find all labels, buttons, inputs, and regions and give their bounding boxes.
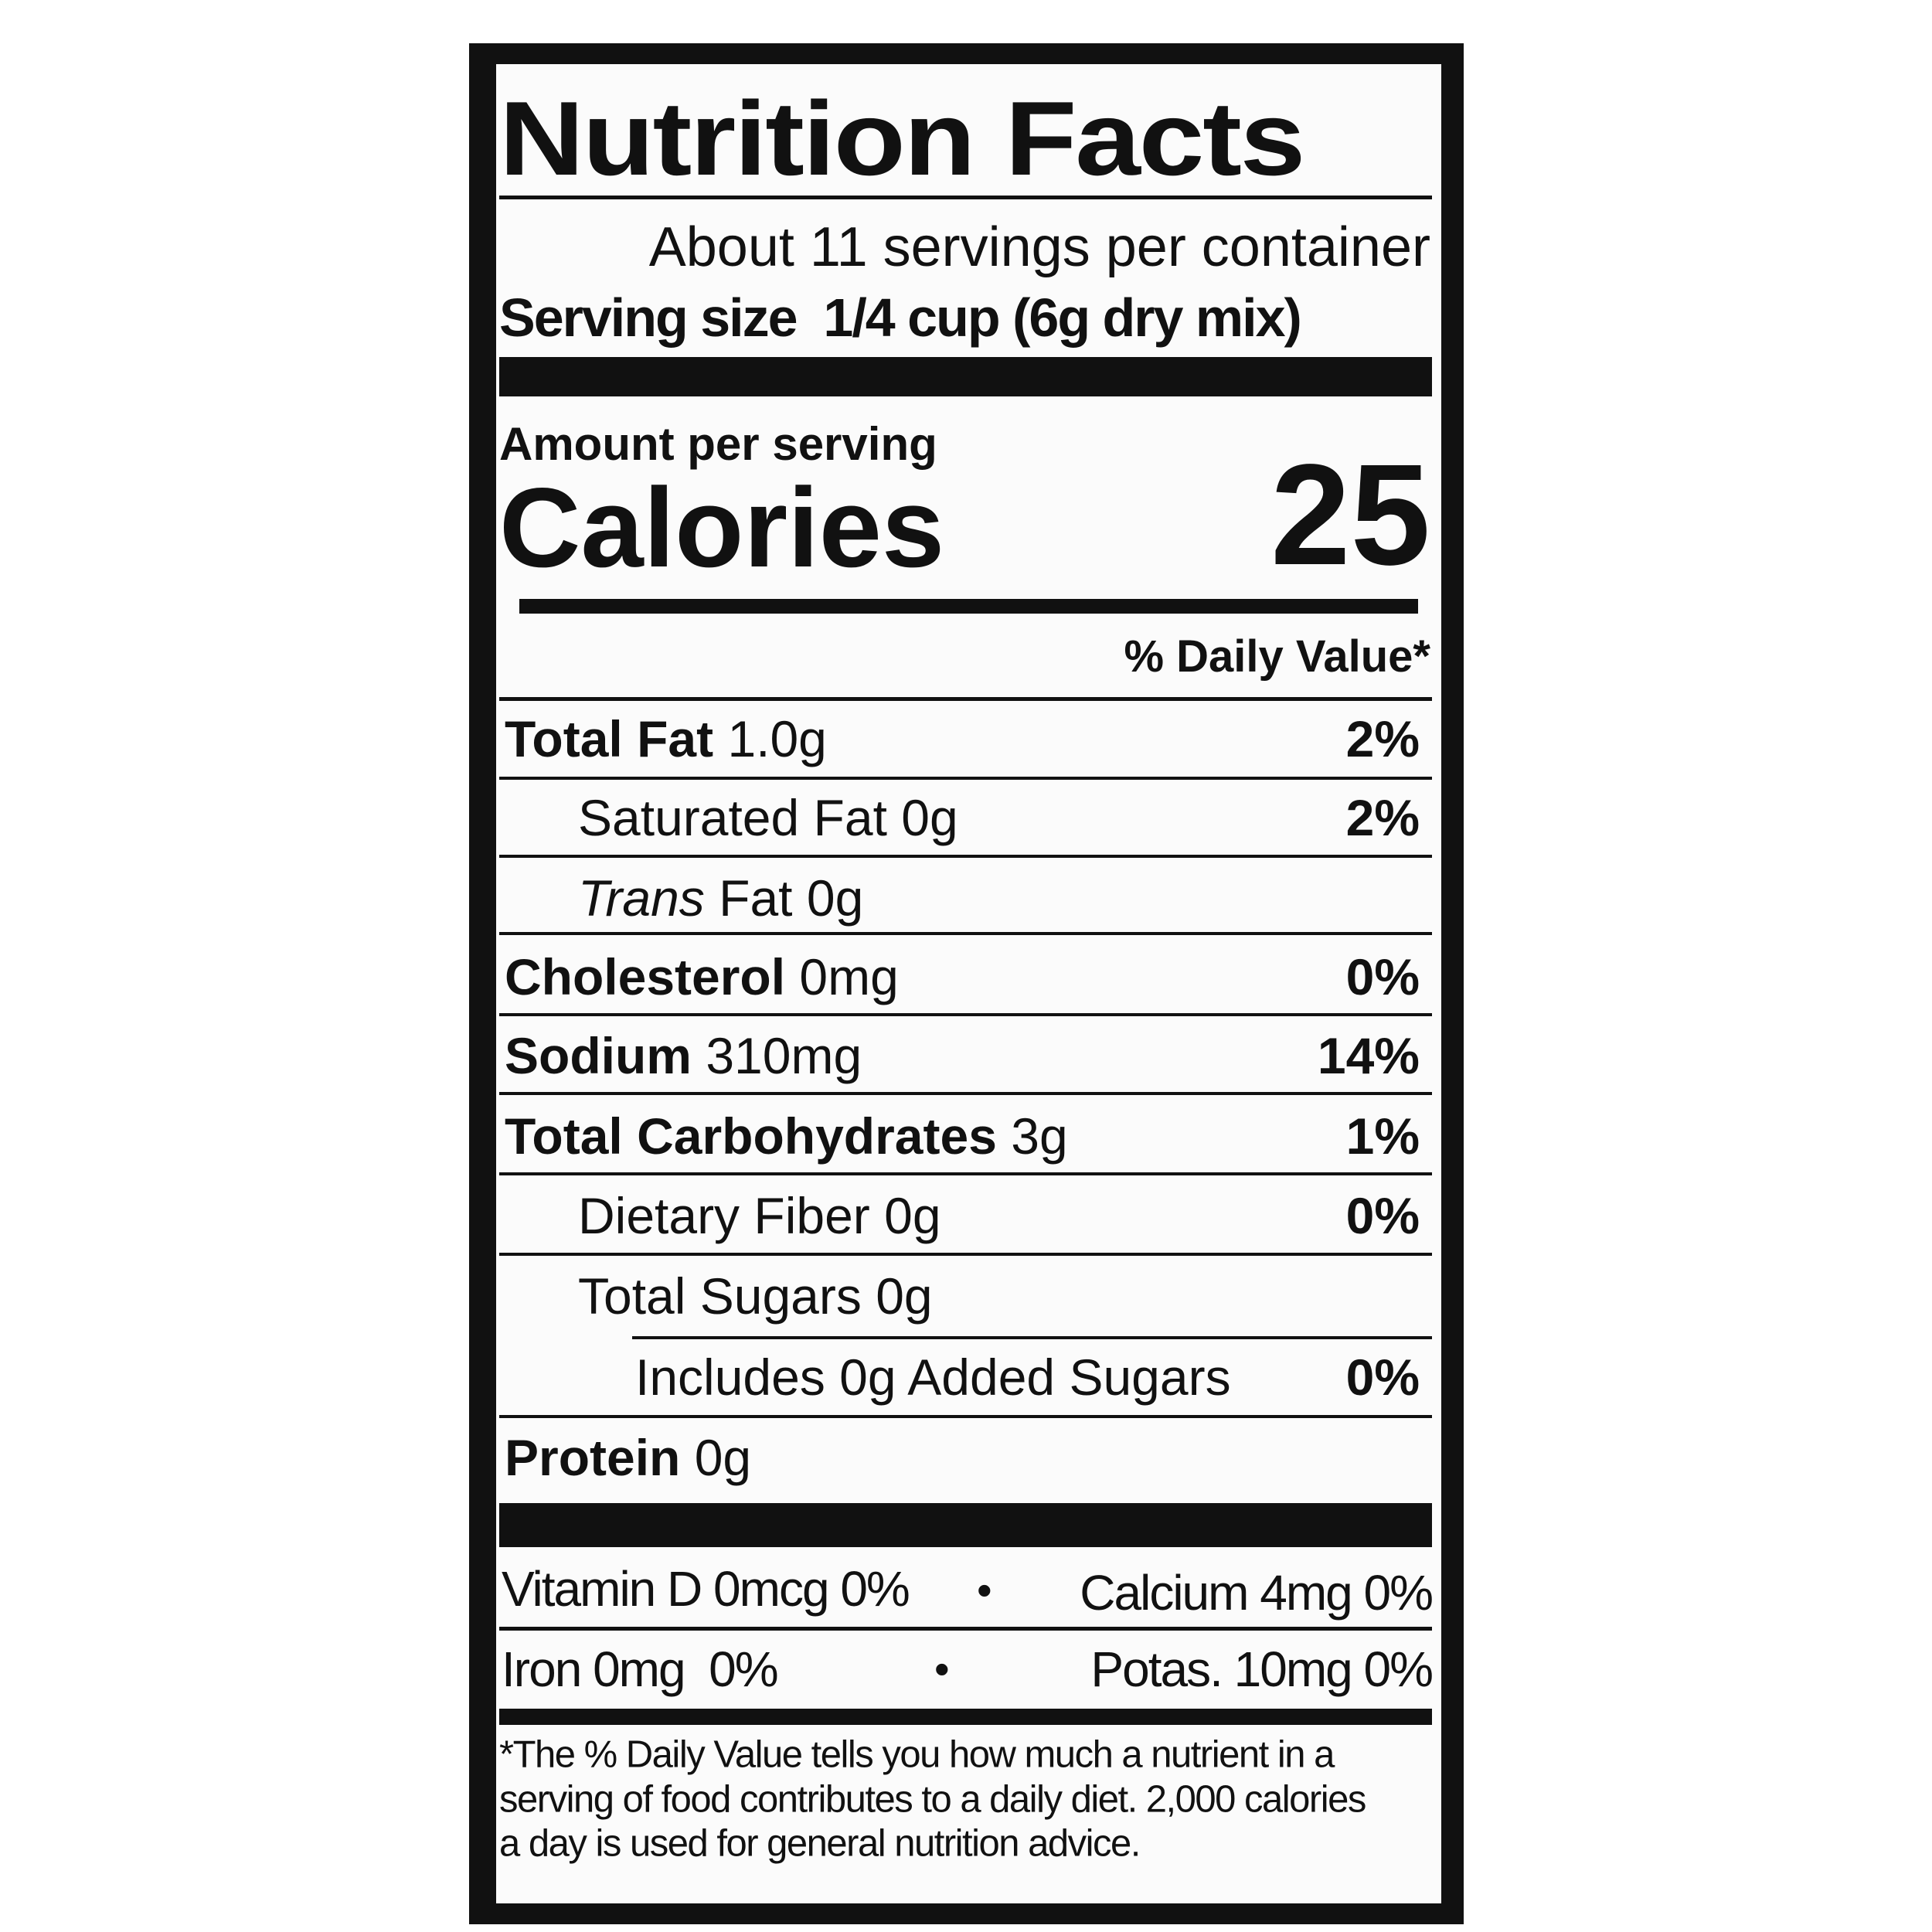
nutrient-row-cholesterol: Cholesterol 0mg [505,951,899,1002]
divider [499,1092,1432,1095]
footnote-line: serving of food contributes to a daily d… [499,1778,1366,1821]
nutrient-amount: 1.0g [727,710,827,767]
bullet-separator: • [934,1645,950,1693]
nutrient-label-italic: Trans [578,869,705,927]
label-panel: Nutrition Facts About 11 servings per co… [496,64,1441,1903]
nutrient-row-dietary-fiber: Dietary Fiber 0g [578,1190,941,1241]
divider [499,1013,1432,1016]
potassium: Potas. 10mg 0% [1090,1641,1434,1697]
divider [499,932,1432,935]
medium-bar [519,599,1418,614]
vitamin-d: Vitamin D 0mcg 0% [502,1561,910,1617]
divider [499,777,1432,780]
nutrient-label: Cholesterol [505,948,786,1005]
divider [499,855,1432,858]
iron: Iron 0mg 0% [502,1641,779,1697]
nutrient-label: Sodium [505,1027,692,1084]
divider [499,697,1432,701]
divider [499,1172,1432,1175]
nutrient-amount: 310mg [706,1027,862,1084]
nutrient-label: Dietary Fiber [578,1187,870,1244]
divider [499,1415,1432,1418]
amount-per-serving: Amount per serving [499,418,937,470]
serving-size-value: 1/4 cup (6g dry mix) [823,287,1301,348]
nutrition-facts-label: Nutrition Facts About 11 servings per co… [469,43,1464,1924]
nutrient-row-total-sugars: Total Sugars 0g [578,1270,933,1321]
nutrient-dv: 0% [1345,948,1420,1005]
nutrient-dv: 14% [1317,1027,1420,1084]
servings-per-container: About 11 servings per container [648,216,1430,278]
divider [499,1627,1432,1631]
divider [632,1336,1432,1339]
daily-value-header: % Daily Value* [1124,631,1430,682]
calories-label: Calories [499,464,945,590]
serving-size: Serving size 1/4 cup (6g dry mix) [499,291,1302,345]
divider [499,1253,1432,1256]
nutrient-amount: 0g [876,1267,933,1325]
thick-bar [499,357,1432,396]
nutrient-row-saturated-fat: Saturated Fat 0g [578,792,958,843]
nutrient-amount: 0g [806,869,864,927]
nutrient-row-sodium: Sodium 310mg [505,1030,862,1081]
medium-bar [499,1709,1432,1725]
bullet-separator: • [977,1566,992,1614]
label-title: Nutrition Facts [499,80,1305,197]
thick-bar [499,1503,1432,1547]
nutrient-dv: 0% [1345,1187,1420,1244]
nutrient-label: Total Fat [505,710,714,767]
nutrient-row-total-carbohydrates: Total Carbohydrates 3g [505,1111,1068,1162]
nutrient-label: Total Carbohydrates [505,1107,997,1165]
divider [499,196,1432,199]
footnote-line: a day is used for general nutrition advi… [499,1822,1141,1865]
nutrient-amount: 0g [694,1429,752,1486]
nutrient-dv: 2% [1345,710,1420,767]
nutrient-row-trans-fat: Trans Fat 0g [578,872,863,923]
footnote-line: *The % Daily Value tells you how much a … [499,1733,1335,1776]
nutrient-row-added-sugars: Includes 0g Added Sugars [635,1349,1231,1406]
nutrient-label: Protein [505,1429,681,1486]
nutrient-row-protein: Protein 0g [505,1432,751,1483]
calcium: Calcium 4mg 0% [1080,1565,1434,1621]
nutrient-amount: 0g [901,789,958,846]
nutrient-amount: 0g [884,1187,941,1244]
nutrient-label: Fat [719,869,793,927]
nutrient-label: Saturated Fat [578,789,887,846]
nutrient-row-total-fat: Total Fat 1.0g [505,713,827,764]
nutrient-dv: 1% [1345,1107,1420,1165]
nutrient-label: Total Sugars [578,1267,862,1325]
nutrient-dv: 0% [1345,1349,1420,1406]
calories-value: 25 [1270,435,1430,595]
nutrient-amount: 0mg [799,948,899,1005]
nutrient-dv: 2% [1345,789,1420,846]
serving-size-label: Serving size [499,287,798,348]
nutrient-amount: 3g [1011,1107,1068,1165]
